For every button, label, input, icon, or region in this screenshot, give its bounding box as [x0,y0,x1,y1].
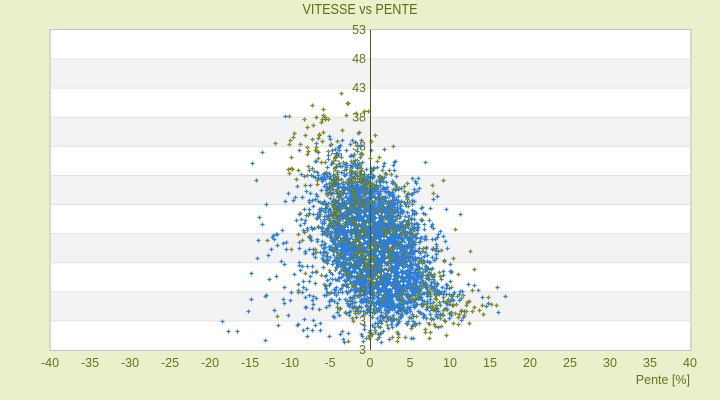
svg-text:13: 13 [352,256,366,270]
svg-text:0: 0 [367,356,374,370]
svg-text:Pente [%]: Pente [%] [636,373,690,387]
svg-text:8: 8 [359,285,366,299]
svg-text:-20: -20 [201,356,219,370]
svg-text:-40: -40 [41,356,59,370]
svg-text:5: 5 [407,356,414,370]
svg-text:-35: -35 [81,356,99,370]
svg-text:Vitesse [km/h]: Vitesse [km/h] [329,152,343,227]
svg-text:10: 10 [443,356,457,370]
svg-text:20: 20 [523,356,537,370]
svg-text:-15: -15 [241,356,259,370]
svg-text:53: 53 [352,23,366,37]
svg-text:-5: -5 [324,356,335,370]
svg-text:43: 43 [352,81,366,95]
svg-text:48: 48 [352,52,366,66]
svg-text:15: 15 [483,356,497,370]
svg-text:VITESSE vs PENTE: VITESSE vs PENTE [303,1,418,18]
svg-text:3: 3 [359,343,366,357]
svg-text:3: 3 [359,314,366,328]
svg-text:25: 25 [563,356,577,370]
svg-text:33: 33 [352,139,366,153]
svg-text:-30: -30 [121,356,139,370]
svg-text:30: 30 [603,356,617,370]
svg-text:40: 40 [683,356,697,370]
svg-text:28: 28 [352,169,366,183]
svg-text:35: 35 [643,356,657,370]
svg-text:-25: -25 [161,356,179,370]
svg-text:-10: -10 [281,356,299,370]
